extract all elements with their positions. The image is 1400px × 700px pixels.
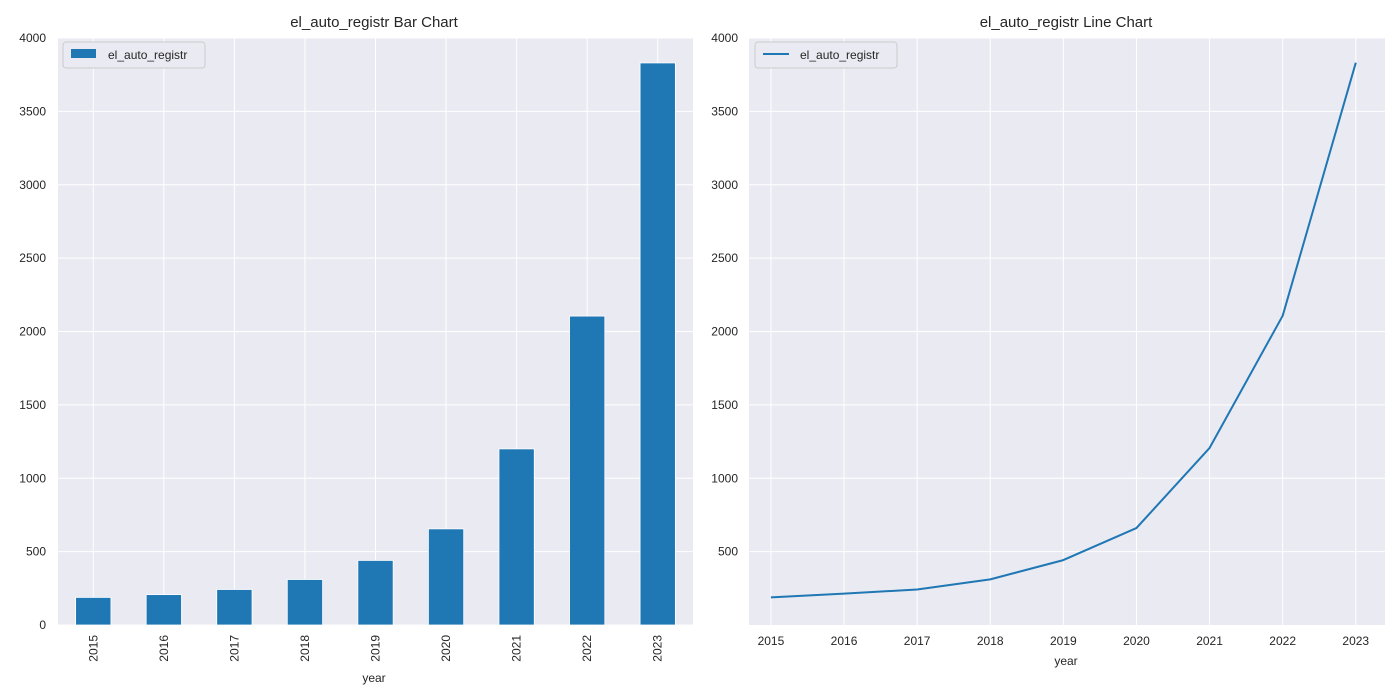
line-chart-x-tick-label: 2016 (831, 634, 858, 648)
line-chart-y-tick-label: 2500 (711, 251, 738, 265)
bar-chart-legend-box (62, 41, 206, 69)
bar-chart-x-tick-label: 2022 (580, 635, 594, 662)
bar-chart-y-tick-label: 1000 (19, 471, 46, 485)
line-chart-x-tick-label: 2022 (1269, 634, 1296, 648)
bar-chart-panel: el_auto_registr Bar Chart 0 500 1000 1500 20… (19, 14, 693, 685)
bar-chart-title: el_auto_registr Bar Chart (290, 14, 458, 31)
line-chart-panel: el_auto_registr Line Chart 500 1000 1500 20… (711, 14, 1385, 668)
bar-chart-legend-label: el_auto_registr (108, 48, 187, 62)
line-chart-x-tick-label: 2019 (1050, 634, 1077, 648)
bar-chart-y-tick-label: 3000 (19, 178, 46, 192)
bar-chart-bar (428, 528, 465, 626)
bar-chart-y-tick-label: 3500 (19, 104, 46, 118)
line-chart-legend-box (754, 41, 898, 69)
bar-chart-bar (498, 448, 535, 626)
line-chart-grid (749, 37, 1385, 625)
bar-chart-x-tick-label: 2019 (369, 635, 383, 662)
bar-chart-y-tick-label: 0 (39, 618, 46, 632)
bar-chart-legend-swatch (71, 49, 96, 58)
line-chart-x-tick-label: 2017 (904, 634, 931, 648)
bar-chart-y-tick-label: 2500 (19, 251, 46, 265)
bar-chart-x-tick-label: 2023 (651, 635, 665, 662)
bar-chart-y-ticks: 0 500 1000 1500 2000 2500 3000 3500 4000 (19, 31, 46, 632)
line-chart-x-tick-label: 2020 (1123, 634, 1150, 648)
bar-chart-bar (145, 594, 182, 626)
bar-chart-x-ticks: 2015 2016 2017 2018 2019 2020 2021 2022 2023 (86, 635, 664, 662)
bar-chart-bar (639, 62, 676, 626)
line-chart-x-tick-label: 2023 (1342, 634, 1369, 648)
line-chart-legend: el_auto_registr (754, 41, 898, 69)
line-chart-legend-label: el_auto_registr (800, 48, 879, 62)
line-chart-y-tick-label: 500 (718, 545, 738, 559)
bar-chart-bar (569, 315, 606, 626)
line-chart-title: el_auto_registr Line Chart (980, 14, 1153, 31)
bar-chart-bars (75, 62, 676, 626)
line-chart-series-line (770, 62, 1357, 599)
line-chart-y-tick-label: 1500 (711, 398, 738, 412)
line-chart-y-ticks: 500 1000 1500 2000 2500 3000 3500 4000 (711, 31, 738, 559)
bar-chart-x-tick-label: 2020 (439, 635, 453, 662)
bar-chart-y-tick-label: 4000 (19, 31, 46, 45)
bar-chart-legend: el_auto_registr (62, 41, 206, 69)
line-chart-x-tick-label: 2015 (758, 634, 785, 648)
bar-chart-y-tick-label: 1500 (19, 398, 46, 412)
bar-chart-x-tick-label: 2018 (298, 635, 312, 662)
line-chart-y-tick-label: 1000 (711, 471, 738, 485)
bar-chart-x-tick-label: 2017 (227, 635, 241, 662)
bar-chart-y-tick-label: 500 (26, 545, 46, 559)
line-chart-y-tick-label: 3500 (711, 104, 738, 118)
bar-chart-x-tick-label: 2015 (86, 635, 100, 662)
bar-chart-bar (286, 579, 323, 626)
bar-chart-x-tick-label: 2016 (157, 635, 171, 662)
line-chart-x-axis-label: year (1054, 654, 1077, 668)
line-chart-y-tick-label: 2000 (711, 325, 738, 339)
line-chart-y-tick-label: 3000 (711, 178, 738, 192)
line-chart-x-tick-label: 2018 (977, 634, 1004, 648)
line-chart-x-ticks: 2015 2016 2017 2018 2019 2020 2021 2022 2023 (758, 634, 1370, 648)
bar-chart-bar (216, 589, 253, 626)
bar-chart-x-axis-label: year (362, 671, 385, 685)
bar-chart-x-tick-label: 2021 (510, 635, 524, 662)
bar-chart-bar (357, 560, 394, 626)
line-chart-x-tick-label: 2021 (1196, 634, 1223, 648)
bar-chart-y-tick-label: 2000 (19, 325, 46, 339)
line-chart-y-tick-label: 4000 (711, 31, 738, 45)
bar-chart-bar (75, 597, 112, 626)
